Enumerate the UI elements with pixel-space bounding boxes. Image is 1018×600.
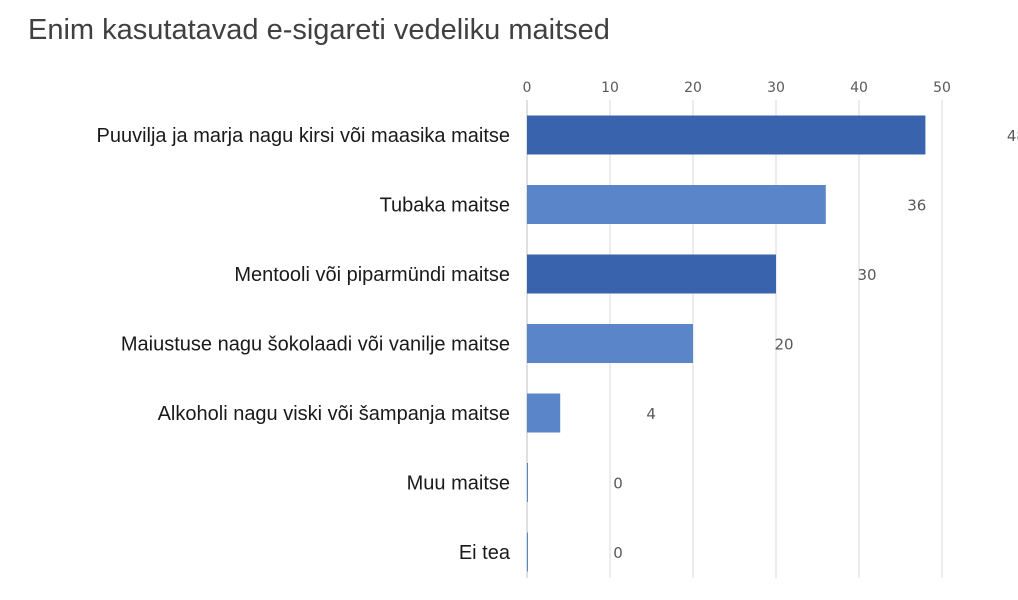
bar-4 [527, 324, 693, 363]
chart-title: Enim kasutatavad e-sigareti vedeliku mai… [28, 14, 610, 46]
x-tick-label-50: 50 [933, 80, 951, 96]
data-label-3: 30 [857, 266, 876, 284]
category-label-7: Ei tea [459, 542, 511, 564]
category-label-4: Maiustuse nagu šokolaadi või vanilje mai… [121, 334, 510, 356]
data-label-4: 20 [774, 336, 793, 354]
x-tick-label-30: 30 [767, 80, 785, 96]
data-label-1: 48 [1007, 127, 1018, 145]
bar-3 [527, 254, 776, 294]
category-label-2: Tubaka maitse [380, 195, 510, 217]
bars [527, 115, 926, 572]
category-label-5: Alkoholi nagu viski või šampanja maitse [158, 403, 510, 425]
bar-5 [527, 393, 561, 433]
data-label-7: 0 [613, 544, 623, 562]
bar-2 [527, 185, 826, 224]
data-label-6: 0 [613, 475, 623, 493]
data-label-2: 36 [907, 197, 926, 215]
x-tick-label-20: 20 [684, 80, 702, 96]
category-label-6: Muu maitse [407, 473, 510, 495]
bar-6 [527, 463, 528, 502]
x-tick-label-0: 0 [523, 80, 532, 96]
bar-7 [527, 532, 528, 572]
x-tick-label-10: 10 [601, 80, 619, 96]
data-label-5: 4 [646, 405, 656, 423]
bar-1 [527, 115, 926, 155]
x-tick-label-40: 40 [850, 80, 868, 96]
category-label-3: Mentooli või piparmündi maitse [234, 264, 510, 286]
category-label-1: Puuvilja ja marja nagu kirsi või maasika… [97, 125, 511, 147]
